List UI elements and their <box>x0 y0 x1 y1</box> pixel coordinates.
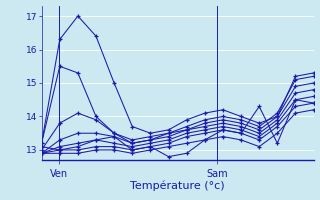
X-axis label: Température (°c): Température (°c) <box>130 180 225 191</box>
